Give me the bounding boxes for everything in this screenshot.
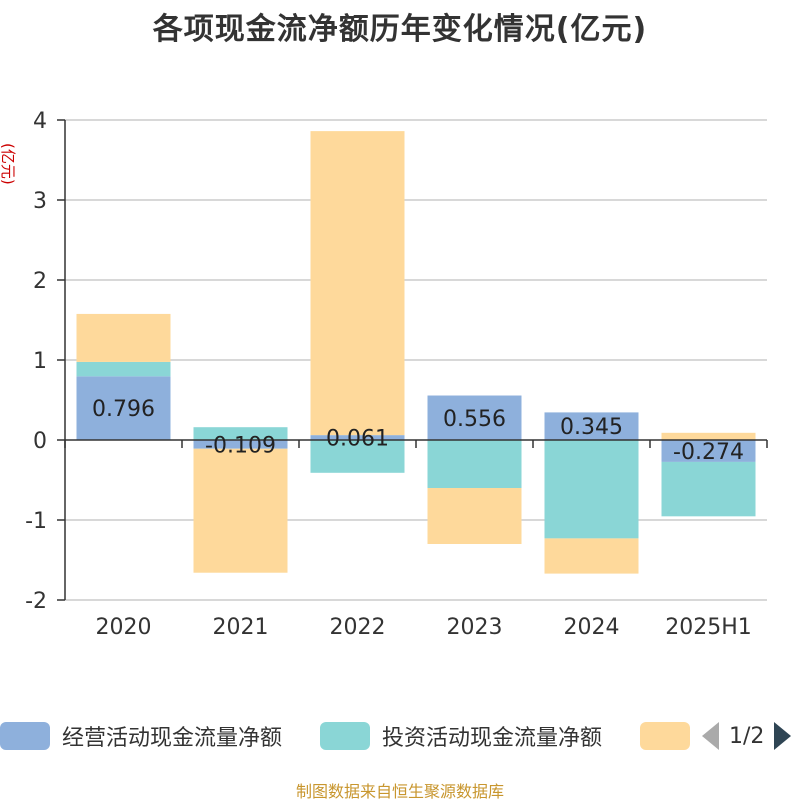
legend-item-third[interactable] xyxy=(640,716,690,756)
bar-series-0-2022[interactable] xyxy=(310,435,405,440)
legend-swatch-investing xyxy=(320,722,370,750)
bar-series-2-2024[interactable] xyxy=(544,538,639,574)
x-tick-label: 2020 xyxy=(96,615,152,640)
data-label-2020: 0.796 xyxy=(92,397,155,422)
bar-series-2-2022[interactable] xyxy=(310,131,405,436)
bar-series-1-2022[interactable] xyxy=(310,440,405,473)
source-note: 制图数据来自恒生聚源数据库 xyxy=(295,782,504,801)
legend-swatch-third xyxy=(640,722,690,750)
data-label-2022: 0.061 xyxy=(326,427,389,452)
bars xyxy=(76,131,756,574)
x-tick-label: 2025H1 xyxy=(665,615,752,640)
y-tick-label: 0 xyxy=(33,429,47,454)
legend-item-investing[interactable]: 投资活动现金流量净额 xyxy=(320,716,602,756)
y-tick-label: 2 xyxy=(33,269,47,294)
legend-page-indicator: 1/2 xyxy=(729,723,765,749)
legend: 经营活动现金流量净额 投资活动现金流量净额 1/2 xyxy=(0,716,800,756)
data-labels: 0.796 -0.109 0.061 0.556 0.345 -0.274 xyxy=(92,397,744,465)
chevron-left-icon[interactable] xyxy=(702,722,719,750)
x-tick-label: 2021 xyxy=(213,615,269,640)
x-tick-label: 2023 xyxy=(447,615,503,640)
bar-series-0-2024[interactable] xyxy=(544,412,639,440)
chevron-right-icon[interactable] xyxy=(774,722,792,750)
bar-series-0-2023[interactable] xyxy=(427,395,522,440)
legend-pager: 1/2 xyxy=(702,716,792,756)
bar-series-0-2021[interactable] xyxy=(193,440,288,449)
bar-series-2-2023[interactable] xyxy=(427,488,522,544)
bar-series-1-2024[interactable] xyxy=(544,440,639,539)
legend-item-operating[interactable]: 经营活动现金流量净额 xyxy=(0,716,282,756)
bar-series-0-2025H1[interactable] xyxy=(661,440,756,462)
data-label-2024: 0.345 xyxy=(560,415,623,440)
legend-label-operating: 经营活动现金流量净额 xyxy=(62,726,283,751)
bar-series-1-2023[interactable] xyxy=(427,440,522,488)
y-tick-label: 4 xyxy=(33,109,47,134)
data-label-2021: -0.109 xyxy=(205,433,276,458)
data-label-2023: 0.556 xyxy=(443,407,506,432)
x-tick-label: 2024 xyxy=(564,615,620,640)
x-tick-label: 2022 xyxy=(330,615,386,640)
bar-series-2-2021[interactable] xyxy=(193,448,288,573)
y-tick-label: 3 xyxy=(33,189,47,214)
chart-title: 各项现金流净额历年变化情况(亿元) xyxy=(152,12,648,47)
bar-series-1-2025H1[interactable] xyxy=(661,461,756,517)
legend-swatch-operating xyxy=(0,722,50,750)
bar-series-2-2025H1[interactable] xyxy=(661,432,756,440)
bar-series-1-2021[interactable] xyxy=(193,427,288,440)
bar-series-1-2020[interactable] xyxy=(76,361,171,377)
bar-series-2-2020[interactable] xyxy=(76,313,171,362)
grid-lines xyxy=(65,119,767,601)
chart-plot: 4 3 2 1 0 -1 -2 2020 2021 2022 2023 2024 2025H1 0.79… xyxy=(0,109,768,640)
y-tick-label: 1 xyxy=(33,349,47,374)
axes: 4 3 2 1 0 -1 -2 2020 2021 2022 2023 2024 2025H1 xyxy=(25,109,768,640)
y-tick-label: -1 xyxy=(25,509,47,534)
y-tick-label: -2 xyxy=(25,589,47,614)
legend-label-investing: 投资活动现金流量净额 xyxy=(382,726,603,751)
data-label-2025H1: -0.274 xyxy=(673,440,744,465)
bar-series-0-2020[interactable] xyxy=(76,376,171,440)
y-axis-unit-label: (亿元) xyxy=(0,143,17,185)
